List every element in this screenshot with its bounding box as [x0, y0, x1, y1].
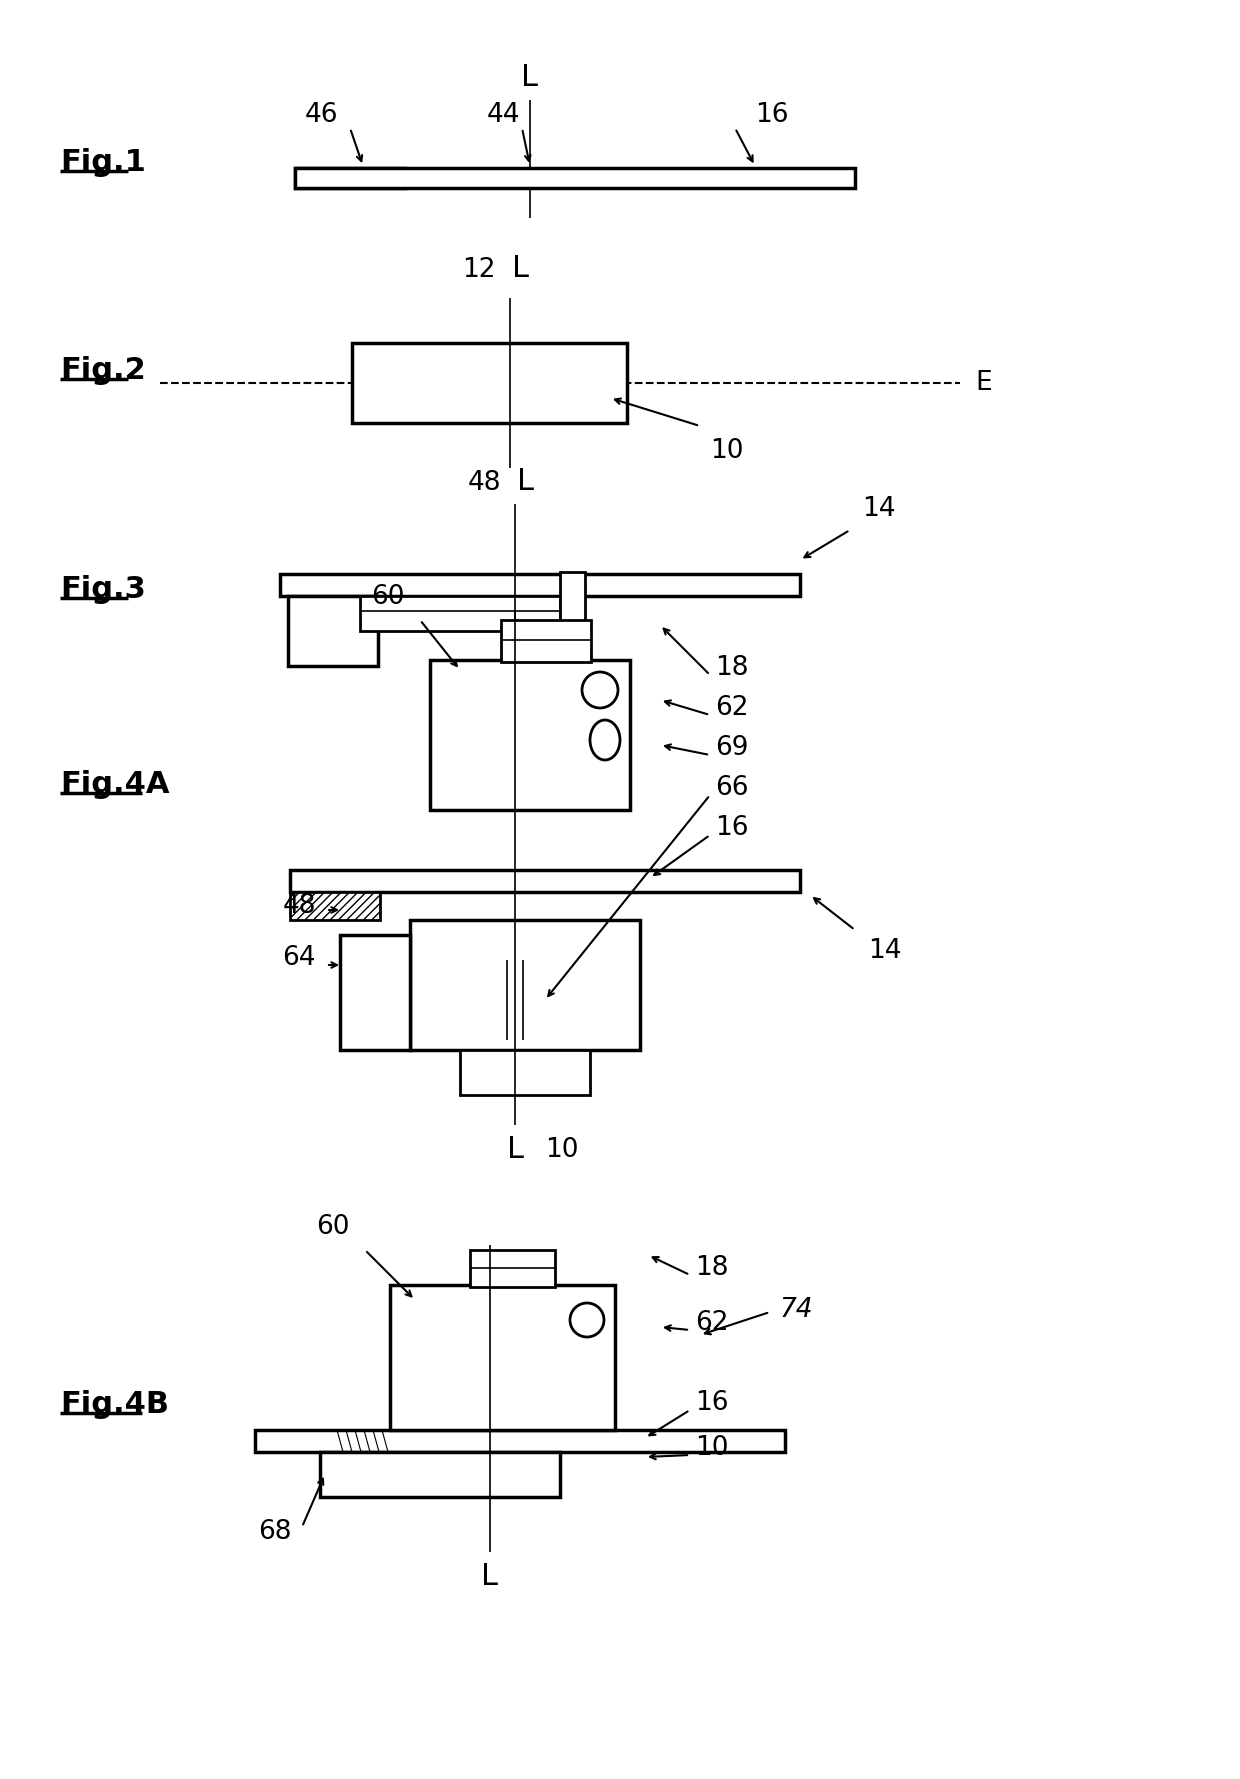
Bar	[280, 575, 360, 596]
Bar	[401, 1452, 560, 1496]
Bar	[460, 1050, 590, 1096]
Bar	[334, 596, 378, 665]
Text: Fig.2: Fig.2	[60, 356, 146, 384]
Text: 18: 18	[694, 1254, 729, 1281]
Text: 16: 16	[694, 1389, 729, 1416]
Bar	[391, 1284, 465, 1430]
Text: L: L	[512, 254, 529, 283]
Bar	[470, 1251, 556, 1286]
Text: 44: 44	[486, 101, 520, 128]
Text: 60: 60	[316, 1213, 350, 1240]
Bar	[410, 920, 640, 1050]
Text: 10: 10	[546, 1137, 579, 1163]
Bar	[430, 660, 496, 809]
Bar	[320, 1452, 401, 1496]
Ellipse shape	[590, 720, 620, 760]
Text: L: L	[481, 1562, 498, 1590]
Bar	[496, 660, 630, 809]
Bar	[295, 167, 405, 189]
Text: 60: 60	[372, 584, 405, 610]
Bar	[295, 167, 856, 189]
Text: Fig.1: Fig.1	[60, 148, 146, 176]
Bar	[340, 936, 374, 1050]
Bar	[280, 575, 800, 596]
Bar	[560, 573, 585, 633]
Bar	[255, 1430, 785, 1452]
Text: L: L	[517, 468, 534, 496]
Text: 48: 48	[283, 893, 316, 920]
Text: Fig.3: Fig.3	[60, 575, 146, 605]
Bar	[290, 870, 370, 891]
Bar	[501, 621, 591, 662]
Bar	[486, 920, 640, 1050]
Text: 12: 12	[463, 256, 496, 283]
Bar	[290, 870, 800, 891]
Text: 74: 74	[780, 1297, 813, 1324]
Bar	[465, 1284, 615, 1430]
Text: 14: 14	[868, 938, 901, 964]
Text: 64: 64	[283, 945, 316, 971]
Text: 68: 68	[258, 1519, 291, 1544]
Bar	[288, 596, 334, 665]
Text: L: L	[506, 1135, 523, 1163]
Text: 16: 16	[755, 101, 789, 128]
Text: E: E	[975, 370, 992, 397]
Text: L: L	[522, 62, 538, 91]
Text: 48: 48	[467, 470, 501, 496]
Text: 10: 10	[711, 438, 744, 464]
Bar	[410, 920, 486, 1050]
Text: Fig.4A: Fig.4A	[60, 770, 170, 799]
Bar	[605, 343, 627, 423]
Bar	[255, 1430, 335, 1452]
Circle shape	[582, 672, 618, 708]
Circle shape	[570, 1302, 604, 1338]
Bar	[288, 596, 378, 665]
Bar	[360, 575, 800, 596]
Text: 10: 10	[694, 1436, 729, 1461]
Bar	[420, 356, 605, 411]
Text: 62: 62	[694, 1309, 729, 1336]
Bar	[335, 1430, 785, 1452]
Text: 46: 46	[305, 101, 339, 128]
Text: 14: 14	[862, 496, 895, 521]
Bar	[352, 343, 420, 423]
Text: 66: 66	[715, 776, 749, 801]
Bar	[428, 370, 450, 397]
Text: 62: 62	[715, 696, 749, 720]
Bar	[374, 936, 410, 1050]
Text: Fig.4B: Fig.4B	[60, 1389, 169, 1420]
Text: 16: 16	[715, 815, 749, 841]
Bar	[290, 891, 379, 920]
Bar	[405, 167, 856, 189]
Bar	[320, 1452, 560, 1496]
Bar	[360, 596, 560, 632]
Bar	[370, 870, 800, 891]
Text: 69: 69	[715, 735, 749, 761]
Bar	[340, 936, 410, 1050]
Bar	[391, 1284, 615, 1430]
Bar	[430, 660, 630, 809]
Bar	[352, 343, 627, 423]
Text: 18: 18	[715, 655, 749, 681]
